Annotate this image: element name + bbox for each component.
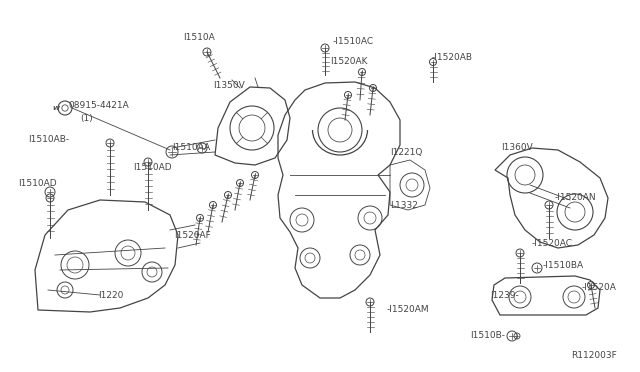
Text: I1510AB-: I1510AB- — [28, 135, 69, 144]
Text: I1510AD: I1510AD — [133, 164, 172, 173]
Text: -I1520AB: -I1520AB — [432, 54, 473, 62]
Text: (1): (1) — [80, 113, 93, 122]
Text: I1220: I1220 — [98, 291, 124, 299]
Text: I1510AA: I1510AA — [172, 144, 210, 153]
Text: R112003F: R112003F — [571, 350, 617, 359]
Text: I1510B-: I1510B- — [470, 330, 505, 340]
Text: I1239-: I1239- — [490, 291, 519, 299]
Text: -I1520AC: -I1520AC — [532, 240, 573, 248]
Text: I1360V: I1360V — [501, 144, 532, 153]
Text: -I1520A: -I1520A — [582, 283, 617, 292]
Text: I1520AF: I1520AF — [174, 231, 211, 241]
Text: -I1510BA: -I1510BA — [543, 262, 584, 270]
Text: -I1520AN: -I1520AN — [555, 192, 596, 202]
Text: I1520AK: I1520AK — [330, 58, 367, 67]
Text: I1350V: I1350V — [213, 80, 244, 90]
Text: 08915-4421A: 08915-4421A — [68, 100, 129, 109]
Text: L1332: L1332 — [390, 201, 418, 209]
Text: I1221Q: I1221Q — [390, 148, 422, 157]
Text: -I1520AM: -I1520AM — [387, 305, 429, 314]
Text: W: W — [52, 106, 60, 110]
Text: I1510A: I1510A — [183, 33, 215, 42]
Text: -I1510AC: -I1510AC — [333, 38, 374, 46]
Text: I1510AD: I1510AD — [18, 179, 56, 187]
